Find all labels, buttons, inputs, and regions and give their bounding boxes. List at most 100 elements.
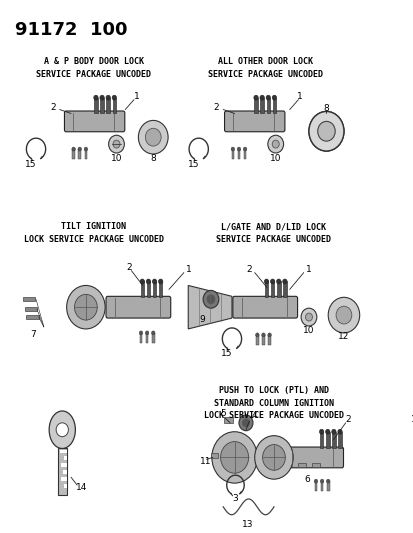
Bar [61,463,66,467]
Bar [261,335,264,345]
Bar [272,98,275,114]
Text: 91172  100: 91172 100 [15,21,127,38]
Circle shape [328,297,359,333]
Bar [106,98,110,114]
Text: PUSH TO LOCK (PTL) AND
STANDARD COLUMN IGNITION
LOCK SERVICE PACKAGE UNCODED: PUSH TO LOCK (PTL) AND STANDARD COLUMN I… [204,386,343,420]
Text: 8: 8 [150,155,156,164]
Bar [255,335,258,345]
Circle shape [203,290,218,308]
Circle shape [72,147,75,151]
Circle shape [230,147,234,151]
Text: 15: 15 [221,349,232,358]
Circle shape [317,122,335,141]
Bar [211,453,218,458]
Bar [337,432,341,448]
Circle shape [78,147,81,151]
Bar [60,477,66,481]
Text: 7: 7 [31,330,36,340]
Circle shape [253,95,258,100]
Circle shape [84,147,88,151]
Circle shape [308,111,343,151]
Circle shape [337,429,342,434]
Circle shape [261,333,265,337]
Bar [223,417,232,423]
Bar [320,481,323,491]
Text: 1: 1 [297,92,302,101]
Text: 1: 1 [305,265,311,274]
Circle shape [317,122,335,141]
Text: 1: 1 [133,92,139,101]
Text: 11: 11 [199,457,211,466]
Circle shape [276,279,280,284]
Circle shape [206,295,214,304]
Bar [145,333,148,343]
Circle shape [140,279,144,284]
Text: 9: 9 [199,314,204,324]
Bar [84,149,87,159]
Bar [268,335,270,345]
Text: 1: 1 [410,415,413,424]
Circle shape [270,279,274,284]
Circle shape [66,286,105,329]
Circle shape [259,95,264,100]
Bar [276,281,280,297]
Bar [94,98,97,114]
Circle shape [158,279,162,284]
Circle shape [308,111,343,151]
Circle shape [146,279,150,284]
Text: 12: 12 [337,333,349,341]
Bar [25,307,37,311]
Text: 2: 2 [126,263,132,272]
Bar [139,333,142,343]
Circle shape [262,445,285,470]
Text: 2: 2 [213,103,218,112]
Circle shape [220,442,248,473]
Circle shape [56,423,68,437]
FancyBboxPatch shape [232,296,297,318]
Polygon shape [367,439,407,476]
Bar [319,432,323,448]
Bar [331,432,335,448]
Bar [152,281,156,297]
Bar [72,149,75,159]
Text: TILT IGNITION
LOCK SERVICE PACKAGE UNCODED: TILT IGNITION LOCK SERVICE PACKAGE UNCOD… [24,222,164,244]
Bar [266,98,269,114]
Text: 10: 10 [111,155,122,164]
Circle shape [93,95,98,100]
Circle shape [151,331,154,335]
Circle shape [108,135,124,153]
Bar [326,481,329,491]
Circle shape [272,140,278,148]
Bar [270,281,274,297]
Circle shape [319,429,323,434]
Circle shape [254,435,292,479]
Text: 14: 14 [76,482,87,491]
Circle shape [100,95,104,100]
Bar [58,448,66,495]
Bar [100,98,104,114]
Circle shape [267,135,283,153]
Circle shape [106,95,110,100]
Text: 10: 10 [269,155,281,164]
Circle shape [320,479,323,483]
Circle shape [211,432,257,483]
Circle shape [112,95,116,100]
Circle shape [237,147,240,151]
Ellipse shape [49,411,75,449]
Text: 4: 4 [251,411,257,421]
FancyBboxPatch shape [224,111,284,132]
Circle shape [255,333,259,337]
Bar [26,315,38,319]
Text: 8: 8 [323,104,328,113]
Circle shape [313,479,317,483]
Text: L/GATE AND D/LID LOCK
SERVICE PACKAGE UNCODED: L/GATE AND D/LID LOCK SERVICE PACKAGE UN… [216,222,331,244]
Text: 1: 1 [186,265,192,274]
Circle shape [113,140,120,148]
Bar [159,281,162,297]
Circle shape [325,429,329,434]
Circle shape [266,95,270,100]
Circle shape [145,128,161,146]
Circle shape [238,415,252,431]
Bar [243,149,246,159]
Bar [146,281,150,297]
